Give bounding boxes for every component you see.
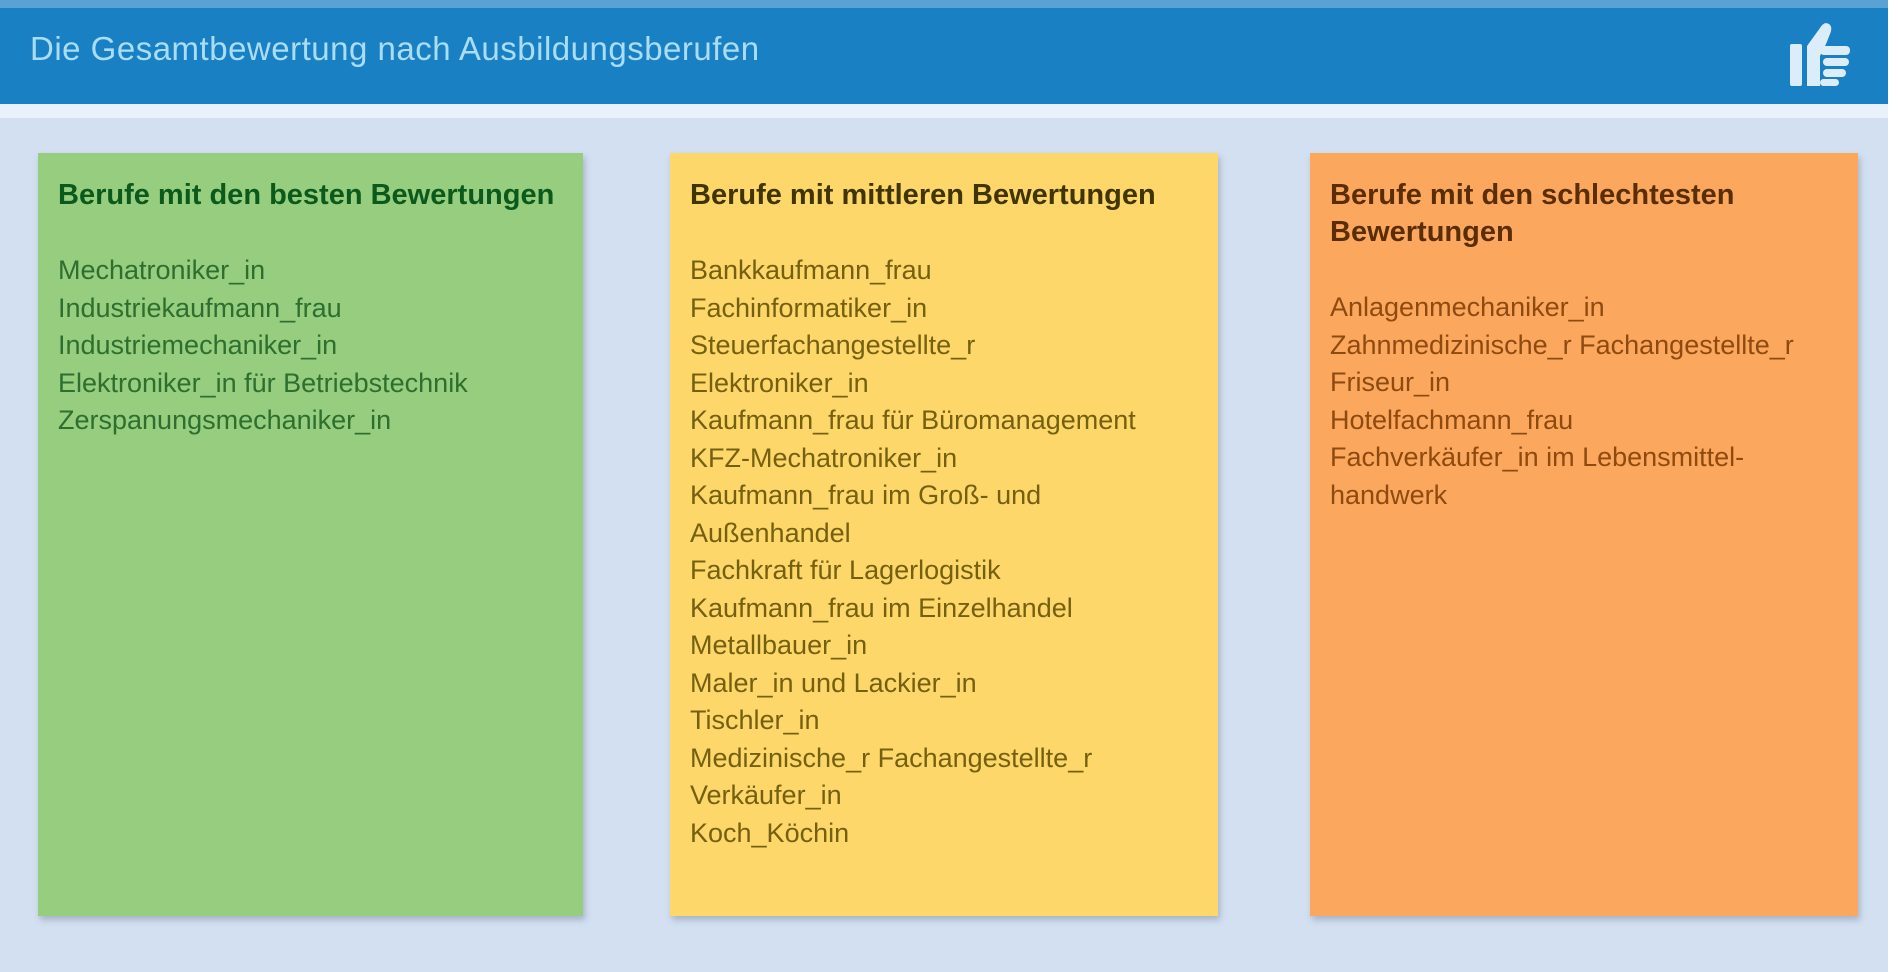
- column-heading: Berufe mit den besten Bewertungen: [58, 179, 555, 211]
- occupation-item: Kaufmann_frau für Büromanagement: [690, 405, 1136, 435]
- page-title: Die Gesamtbewertung nach Ausbildungsberu…: [30, 30, 760, 67]
- occupation-item: Industriemechaniker_in: [58, 330, 338, 360]
- occupation-item: Tischler_in: [690, 705, 820, 735]
- occupation-item: Metallbauer_in: [690, 630, 868, 660]
- occupation-item: Zerspanungsmechaniker_in: [58, 405, 392, 435]
- occupation-item: Mechatroniker_in: [58, 255, 266, 285]
- occupation-list: Bankkaufmann_frau Fachinformatiker_in Steu…: [690, 252, 1198, 852]
- occupation-item: Kaufmann_frau im Einzelhandel: [690, 592, 1073, 623]
- occupation-item: Fachverkäufer_in im Lebensmittel- handwe…: [1330, 442, 1745, 510]
- column-heading: Berufe mit den schlechtesten Bewertungen: [1330, 179, 1735, 248]
- occupation-item: Elektroniker_in: [690, 367, 869, 398]
- rating-column-worst: Berufe mit den schlechtesten Bewertungen…: [1310, 153, 1858, 916]
- occupation-item: Anlagenmechaniker_in: [1330, 292, 1605, 322]
- occupation-item: Koch_Köchin: [690, 817, 850, 848]
- occupation-item: Elektroniker_in für Betriebstechnik: [58, 367, 468, 398]
- occupation-list: Mechatroniker_in Industriekaufmann_frau In…: [58, 252, 563, 440]
- occupation-item: Maler_in und Lackier_in: [690, 667, 977, 698]
- occupation-item: Hotelfachmann_frau: [1330, 404, 1574, 435]
- occupation-item: Industriekaufmann_frau: [58, 292, 342, 323]
- thumbs-up-icon: [1790, 23, 1850, 87]
- rating-column-middle: Berufe mit mittleren Bewertungen Bankkau…: [670, 153, 1218, 916]
- header-bar: Die Gesamtbewertung nach Ausbildungsberu…: [0, 0, 1888, 104]
- occupation-item: KFZ-Mechatroniker_in: [690, 442, 958, 473]
- occupation-item: Zahnmedizinische_r Fachangestellte_r: [1330, 329, 1794, 360]
- occupation-item: Steuerfachangestellte_r: [690, 330, 976, 360]
- occupation-item: Bankkaufmann_frau: [690, 255, 932, 285]
- occupation-list: Anlagenmechaniker_in Zahnmedizinische_r F…: [1330, 289, 1838, 514]
- rating-column-best: Berufe mit den besten Bewertungen Mechat…: [38, 153, 583, 916]
- occupation-item: Friseur_in: [1330, 367, 1451, 397]
- column-heading: Berufe mit mittleren Bewertungen: [690, 179, 1156, 211]
- occupation-item: Kaufmann_frau im Groß- und Außenhandel: [690, 480, 1042, 548]
- occupation-item: Verkäufer_in: [690, 780, 842, 810]
- occupation-item: Fachkraft für Lagerlogistik: [690, 555, 1001, 585]
- occupation-item: Medizinische_r Fachangestellte_r: [690, 742, 1093, 773]
- header-divider-band: [0, 104, 1888, 118]
- occupation-item: Fachinformatiker_in: [690, 292, 928, 323]
